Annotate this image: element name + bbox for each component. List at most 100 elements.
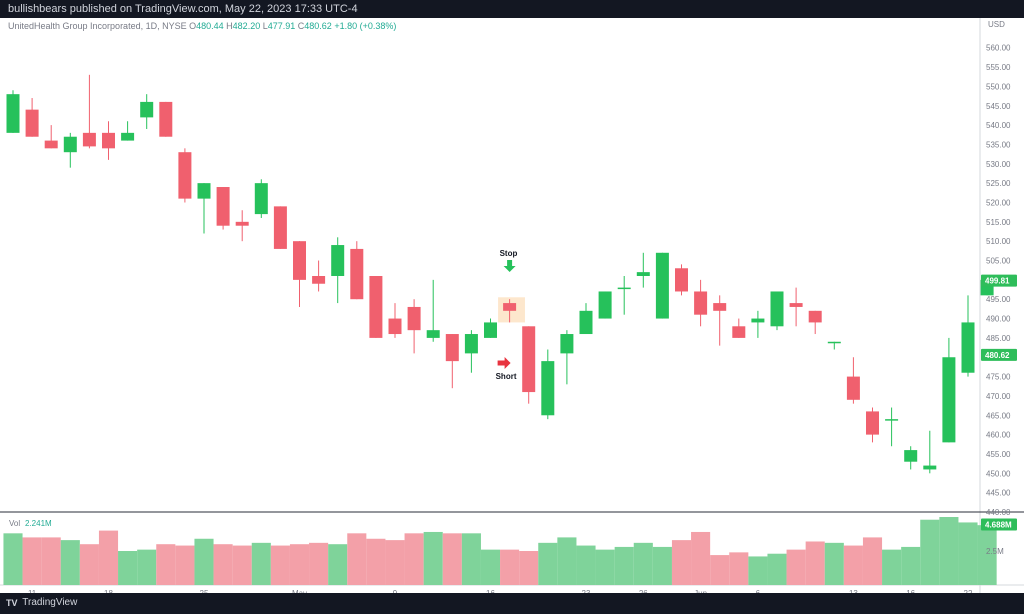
price-tick-label: 485.00 [986,334,1011,343]
price-tick-label: 465.00 [986,411,1011,420]
volume-bar [862,537,883,585]
candle-body [159,101,173,137]
candle-body [560,334,574,354]
candle-body [235,221,249,226]
tradingview-logo: TV [6,598,18,608]
time-tick-label: 25 [200,589,209,593]
volume-bar [41,537,61,585]
volume-bar [576,545,596,585]
time-tick-label: 6 [756,589,761,593]
volume-bar [194,538,214,585]
volume-bar [824,542,844,585]
time-tick-label: 9 [393,589,398,593]
volume-bar [710,555,730,585]
price-tick-label: 540.00 [986,121,1011,130]
price-tick-label: 545.00 [986,102,1011,111]
price-tick-label: 520.00 [986,198,1011,207]
candle-body [102,132,115,149]
time-tick-label: 23 [582,589,591,593]
candle-body [216,187,230,226]
short-annotation: Short [496,372,517,381]
volume-bar [652,546,672,585]
candle-body [904,450,918,462]
price-tick-label: 445.00 [986,489,1011,498]
time-tick-label: 22 [964,589,973,593]
candle-body [503,303,517,311]
candlestick-chart[interactable]: USD 560.00 555.00 550.00 545.00 540.00 535.00 5… [0,18,1024,593]
candle-body [770,291,784,327]
publish-bar: bullishbears published on TradingView.co… [0,0,1024,18]
candle-body [961,322,975,373]
footer-bar: TV TradingView [0,593,1024,613]
volume-bar [22,537,42,585]
volume-bar [767,553,787,585]
volume-bar [232,545,252,585]
volume-bar [500,549,520,585]
candle-body [63,136,77,153]
high-value: 482.20 [232,21,261,31]
volume-bar [977,525,997,585]
volume-last-tag-bg [981,518,1017,531]
current-price-tag: 480.62 [985,351,1010,360]
candle-body [751,318,765,323]
volume-bar [289,544,310,585]
volume-bar [614,546,634,585]
price-tick-label: 490.00 [986,315,1011,324]
volume-tick-label: 2.5M [986,547,1004,556]
candle-body [655,252,669,319]
candle-body [617,287,631,290]
volume-bar [347,533,367,585]
candle-body [273,206,287,249]
volume-bar [175,545,195,585]
volume-bar [118,551,138,585]
price-tick-label: 440.00 [986,508,1011,517]
volume-bar [691,531,711,585]
close-label: C [297,21,305,31]
stop-annotation: Stop [500,249,518,258]
volume-bar [538,542,558,585]
candle-body [407,306,421,331]
candle-body [369,276,383,338]
candle-body [923,465,937,470]
candle-body [426,330,440,338]
candle-body [25,109,39,137]
candle-body [846,376,860,400]
volume-bar [328,544,348,585]
volume-bar [920,519,940,585]
volume-bar [671,540,692,585]
candle-body [598,291,612,319]
candle-body [636,272,650,276]
time-tick-label: May [292,589,307,593]
candle-body [827,341,841,344]
last-price-tag-bg [981,274,1017,287]
candle-body [866,411,879,435]
candle-body [484,322,497,338]
volume-bar [633,542,653,585]
chart-area[interactable]: USD 560.00 555.00 550.00 545.00 540.00 535.00 5… [0,18,1024,593]
open-value: 480.44 [196,21,224,31]
candle-body [331,245,345,276]
price-tick-label: 495.00 [986,295,1011,304]
candle-body [178,152,192,199]
volume-bar [882,549,902,585]
candle-body [293,241,306,280]
candle-body [464,334,478,354]
price-tick-label: 505.00 [986,257,1011,266]
volume-bar [60,540,80,585]
volume-bar [901,546,921,585]
volume-value: 2.241M [25,519,52,528]
symbol-info: UnitedHealth Group Incorporated, 1D, NYS… [8,21,396,31]
candle-body [44,140,58,149]
short-arrow-icon [497,357,511,370]
volume-bar [748,556,768,585]
volume-bar [156,544,176,585]
volume-bar [270,545,290,585]
price-tick-label: 560.00 [986,44,1011,53]
candle-body [197,183,211,199]
price-tick-label: 455.00 [986,450,1011,459]
low-value: 477.91 [267,21,296,31]
candle-body [388,318,402,335]
price-tick-label: 510.00 [986,237,1011,246]
candle-body [312,276,326,284]
